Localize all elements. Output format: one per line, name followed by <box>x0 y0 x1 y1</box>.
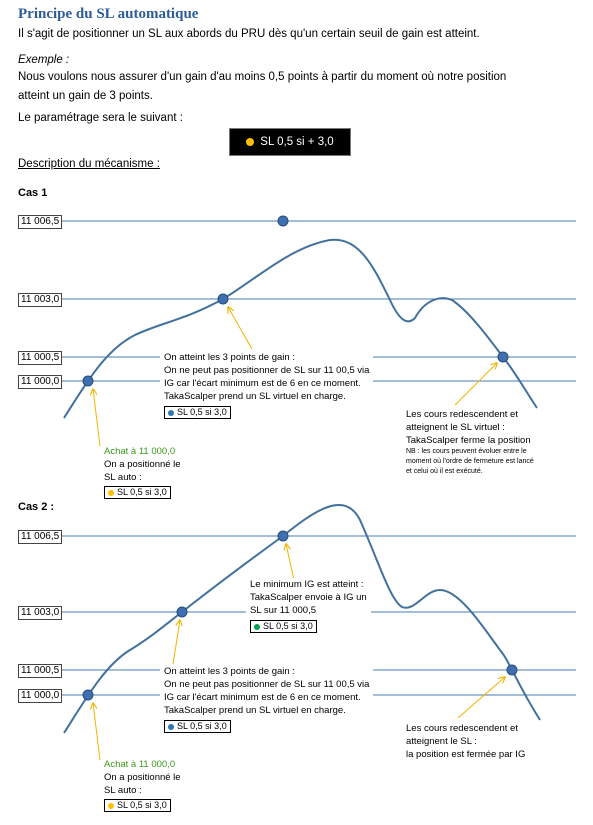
case2-ig-sl-box: SL 0,5 si 3,0 <box>250 620 317 633</box>
case2-arrow-ig <box>286 544 295 581</box>
case1-nb-line: et celui où il est exécuté. <box>406 468 483 475</box>
case2-sl-label: SL 0,5 si 3,0 <box>117 800 167 810</box>
case2-gain-note-line: On atteint les 3 points de gain : <box>164 666 295 677</box>
case2-fall-line: atteignent le SL : <box>406 736 477 747</box>
case1-node-top <box>277 215 289 227</box>
blue-dot-icon <box>168 723 174 730</box>
case1-positioned-line: On a positionné le <box>104 459 181 470</box>
case2-arrow-gain <box>172 620 180 665</box>
blue-dot-icon <box>168 409 174 416</box>
sl-setting-badge: SL 0,5 si + 3,0 <box>229 128 351 156</box>
case1-level-11006-5: 11 006,5 <box>18 215 63 229</box>
case2-level-11006-5: 11 006,5 <box>18 530 63 544</box>
case2-ig-line: SL sur 11 000,5 <box>250 605 317 616</box>
case1-nb-line: NB : les cours peuvent évoluer entre le <box>406 448 527 455</box>
case1-gain-note-line: On ne peut pas positionner de SL sur 11 … <box>164 365 370 376</box>
case1-node-buy <box>82 375 94 387</box>
case2-level-11003-0: 11 003,0 <box>18 606 63 620</box>
case1-arrow-fall <box>454 363 497 406</box>
case2-level-11000-5: 11 000,5 <box>18 664 63 678</box>
case2-arrow-buy <box>93 703 101 761</box>
case2-gain-note: On atteint les 3 points de gain : On ne … <box>160 665 374 733</box>
case2-virtual-sl-label: SL 0,5 si 3,0 <box>177 721 227 731</box>
case1-gain-note-line: IG car l'écart minimum est de 6 en ce mo… <box>164 378 361 389</box>
case2-gain-note-line: On ne peut pas positionner de SL sur 11 … <box>164 679 370 690</box>
case1-buy-label: Achat à 11 000,0 <box>104 446 176 457</box>
case2-positioned-line: SL auto : <box>104 785 142 796</box>
case1-fall-line: TakaScalper ferme la position <box>406 435 531 446</box>
case2-positioned-line: On a positionné le <box>104 772 181 783</box>
case1-fall-line: atteignent le SL virtuel : <box>406 422 505 433</box>
yellow-dot-icon <box>108 489 114 496</box>
case1-price-curve <box>63 238 538 419</box>
case2-gain-note-line: TakaScalper prend un SL virtuel en charg… <box>164 705 346 716</box>
case2-ig-note: Le minimum IG est atteint : TakaScalper … <box>246 578 371 633</box>
case1-fall-note: Les cours redescendent et atteignent le … <box>406 408 534 477</box>
case1-virtual-sl-label: SL 0,5 si 3,0 <box>177 407 227 417</box>
case2-node-buy <box>82 689 94 701</box>
case1-sl-box: SL 0,5 si 3,0 <box>104 486 171 499</box>
case2-node-gain <box>176 606 188 618</box>
setting-text: Le paramétrage sera le suivant : <box>18 112 183 124</box>
case2-node-ig <box>277 530 289 542</box>
yellow-dot-icon <box>246 138 255 146</box>
case2-gain-note-line: IG car l'écart minimum est de 6 en ce mo… <box>164 692 361 703</box>
sl-setting-label: SL 0,5 si + 3,0 <box>260 136 334 148</box>
case1-buy-note: Achat à 11 000,0 On a positionné le SL a… <box>104 445 181 499</box>
case1-level-11000-0: 11 000,0 <box>18 375 63 389</box>
case1-virtual-sl-box: SL 0,5 si 3,0 <box>164 406 231 419</box>
case1-gain-note-line: On atteint les 3 points de gain : <box>164 352 295 363</box>
case2-ig-line: Le minimum IG est atteint : <box>250 579 364 590</box>
case1-arrow-buy <box>93 389 101 447</box>
case2-title: Cas 2 : <box>18 501 55 513</box>
case1-gain-note: On atteint les 3 points de gain : On ne … <box>160 351 374 419</box>
case1-sl-label: SL 0,5 si 3,0 <box>117 487 167 497</box>
case1-title: Cas 1 <box>18 187 48 199</box>
case2-level-11000-0: 11 000,0 <box>18 689 63 703</box>
intro-text: Il s'agit de positionner un SL aux abord… <box>18 28 480 40</box>
example-line-1: Nous voulons nous assurer d'un gain d'au… <box>18 71 507 83</box>
page-title: Principe du SL automatique <box>18 6 199 22</box>
case1-fall-line: Les cours redescendent et <box>406 409 518 420</box>
case1-gain-note-line: TakaScalper prend un SL virtuel en charg… <box>164 391 346 402</box>
example-label: Exemple : <box>18 54 70 66</box>
case2-sl-box: SL 0,5 si 3,0 <box>104 799 171 812</box>
case1-level-11003-0: 11 003,0 <box>18 293 63 307</box>
case2-buy-label: Achat à 11 000,0 <box>104 759 176 770</box>
case2-price-curve <box>63 503 541 734</box>
case2-node-sl-hit <box>506 664 518 676</box>
case2-ig-line: TakaScalper envoie à IG un <box>250 592 367 603</box>
case2-arrow-fall <box>457 677 505 719</box>
case1-positioned-line: SL auto : <box>104 472 142 483</box>
case2-fall-line: Les cours redescendent et <box>406 723 518 734</box>
example-line-2: atteint un gain de 3 points. <box>18 90 153 102</box>
case2-virtual-sl-box: SL 0,5 si 3,0 <box>164 720 231 733</box>
case1-nb-line: moment où l'ordre de fermeture est lancé <box>406 458 534 465</box>
case1-level-11000-5: 11 000,5 <box>18 351 63 365</box>
case1-arrow-gain <box>228 307 253 350</box>
yellow-dot-icon <box>108 802 114 809</box>
green-dot-icon <box>254 623 260 630</box>
case2-fall-line: la position est fermée par IG <box>406 749 526 760</box>
mechanism-label: Description du mécanisme : <box>18 158 160 170</box>
case2-ig-sl-label: SL 0,5 si 3,0 <box>263 621 313 631</box>
case1-node-gain <box>217 293 229 305</box>
case2-buy-note: Achat à 11 000,0 On a positionné le SL a… <box>104 758 181 812</box>
case1-node-sl-hit <box>497 351 509 363</box>
case2-fall-note: Les cours redescendent et atteignent le … <box>406 722 525 761</box>
